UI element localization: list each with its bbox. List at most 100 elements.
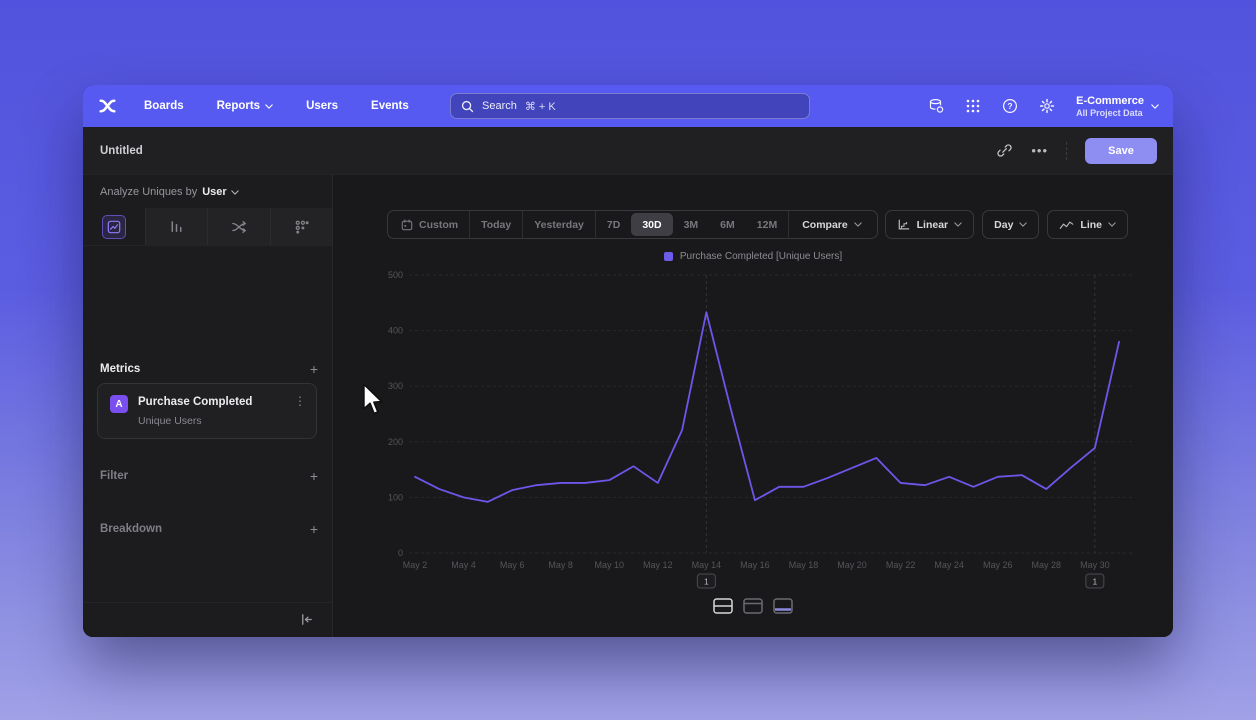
- nav-item-label: Events: [371, 100, 409, 112]
- legend-swatch: [663, 252, 673, 261]
- nav-item-events[interactable]: Events: [371, 100, 409, 112]
- funnels-bars-icon: [164, 215, 188, 239]
- x-tick-label: May 4: [451, 560, 476, 570]
- range-3m[interactable]: 3M: [683, 218, 699, 231]
- view-toggle-table-icon[interactable]: [772, 597, 794, 615]
- add-filter-button[interactable]: +: [309, 468, 318, 484]
- save-button[interactable]: Save: [1085, 137, 1157, 164]
- chevron-down-icon: [1108, 222, 1116, 227]
- app-window: Boards Reports Users Events Search ⌘ + K: [83, 85, 1173, 637]
- y-tick-label: 400: [388, 326, 403, 336]
- divider: [1066, 141, 1067, 160]
- help-icon[interactable]: ?: [1002, 98, 1018, 114]
- scale-label: Linear: [916, 218, 949, 231]
- flows-arrows-icon: [227, 215, 251, 239]
- breakdown-section-header: Breakdown +: [100, 522, 318, 536]
- tab-insights[interactable]: [83, 208, 145, 245]
- annotation-badge[interactable]: [1085, 573, 1105, 589]
- x-tick-label: May 10: [594, 560, 624, 570]
- search-icon: [461, 100, 474, 112]
- divider: [594, 210, 596, 239]
- x-tick-label: May 2: [403, 560, 428, 570]
- collapse-sidebar-icon[interactable]: [299, 612, 314, 627]
- range-today[interactable]: Today: [481, 218, 512, 231]
- query-sidebar: Analyze Uniques by User: [83, 175, 333, 637]
- x-tick-label: May 30: [1080, 560, 1110, 570]
- tab-retention[interactable]: [269, 208, 332, 245]
- share-link-icon[interactable]: [996, 142, 1013, 159]
- tab-funnels[interactable]: [144, 208, 207, 245]
- range-12m[interactable]: 12M: [756, 218, 778, 231]
- range-6m[interactable]: 6M: [720, 218, 735, 231]
- compare-label: Compare: [802, 218, 848, 231]
- y-tick-label: 300: [388, 381, 403, 391]
- annotation-badge[interactable]: [696, 573, 716, 589]
- tab-flows[interactable]: [207, 208, 270, 245]
- nav-item-boards[interactable]: Boards: [144, 100, 184, 112]
- series-line[interactable]: [414, 311, 1121, 503]
- project-text: E-Commerce All Project Data: [1076, 95, 1144, 118]
- breakdown-title: Breakdown: [100, 523, 162, 535]
- report-title[interactable]: Untitled: [100, 144, 143, 157]
- nav-item-label: Reports: [216, 100, 261, 112]
- analyze-entity-dropdown[interactable]: User: [202, 186, 239, 198]
- project-name: E-Commerce: [1076, 94, 1144, 107]
- divider: [522, 210, 524, 239]
- nav-menu: Boards Reports Users Events: [144, 85, 409, 127]
- database-icon[interactable]: [928, 98, 944, 114]
- x-tick-label: May 8: [548, 560, 573, 570]
- metric-card[interactable]: A Purchase Completed Unique Users ⋮: [97, 383, 317, 439]
- add-metric-button[interactable]: +: [309, 361, 318, 377]
- scale-dropdown[interactable]: Linear: [884, 210, 975, 239]
- view-toggle-split-icon[interactable]: [712, 597, 734, 615]
- view-toggle-chart-icon[interactable]: [742, 597, 764, 615]
- chart-type-dropdown[interactable]: Line: [1047, 210, 1128, 239]
- apps-grid-icon[interactable]: [965, 98, 981, 114]
- metric-measurement[interactable]: Unique Users: [138, 415, 202, 427]
- date-range-group: Custom Today Yesterday 7D 30D 3M 6M 12M …: [387, 210, 878, 239]
- range-30d[interactable]: 30D: [631, 213, 673, 236]
- line-chart-icon: [1060, 220, 1074, 229]
- annotation-badge-label: 1: [1092, 577, 1097, 587]
- x-tick-label: May 28: [1032, 560, 1062, 570]
- y-tick-label: 0: [398, 548, 403, 558]
- chart-panel: Custom Today Yesterday 7D 30D 3M 6M 12M …: [333, 175, 1173, 637]
- range-custom[interactable]: Custom: [390, 213, 469, 236]
- legend-label: Purchase Completed [Unique Users]: [679, 251, 843, 262]
- compare-dropdown[interactable]: Compare: [789, 219, 875, 231]
- range-yesterday[interactable]: Yesterday: [534, 218, 584, 231]
- search-input[interactable]: Search ⌘ + K: [450, 93, 810, 119]
- report-header: Untitled ••• Save: [83, 127, 1173, 175]
- add-breakdown-button[interactable]: +: [309, 521, 318, 537]
- x-tick-label: May 6: [500, 560, 525, 570]
- y-tick-label: 100: [388, 492, 403, 502]
- interval-dropdown[interactable]: Day: [982, 210, 1040, 239]
- x-tick-label: May 14: [692, 560, 722, 570]
- insights-chart-icon: [101, 214, 126, 239]
- metric-menu-icon[interactable]: ⋮: [294, 394, 306, 408]
- x-tick-label: May 12: [643, 560, 673, 570]
- y-tick-label: 200: [388, 437, 403, 447]
- header-actions: ••• Save: [996, 137, 1157, 164]
- calendar-icon: [401, 218, 413, 230]
- x-tick-label: May 26: [983, 560, 1013, 570]
- nav-item-reports[interactable]: Reports: [217, 100, 273, 112]
- chart-legend[interactable]: Purchase Completed [Unique Users]: [333, 251, 1173, 262]
- interval-label: Day: [994, 218, 1014, 231]
- mixpanel-logo-icon[interactable]: [98, 97, 117, 115]
- more-options-icon[interactable]: •••: [1031, 143, 1048, 158]
- nav-item-label: Boards: [144, 100, 184, 112]
- x-tick-label: May 18: [789, 560, 819, 570]
- project-scope: All Project Data: [1076, 107, 1143, 118]
- nav-right: ? E-Commerce All Project Data: [928, 85, 1159, 127]
- svg-text:?: ?: [1008, 101, 1013, 111]
- x-tick-label: May 16: [740, 560, 770, 570]
- chevron-down-icon: [1151, 103, 1159, 109]
- nav-item-users[interactable]: Users: [306, 100, 338, 112]
- settings-gear-icon[interactable]: [1039, 98, 1055, 114]
- project-selector[interactable]: E-Commerce All Project Data: [1076, 95, 1159, 118]
- x-tick-label: May 20: [837, 560, 867, 570]
- line-chart[interactable]: 0 100 200 300 400 500 May 2 May 4 May 6 May 8 May …: [333, 255, 1173, 615]
- range-7d[interactable]: 7D: [606, 218, 621, 231]
